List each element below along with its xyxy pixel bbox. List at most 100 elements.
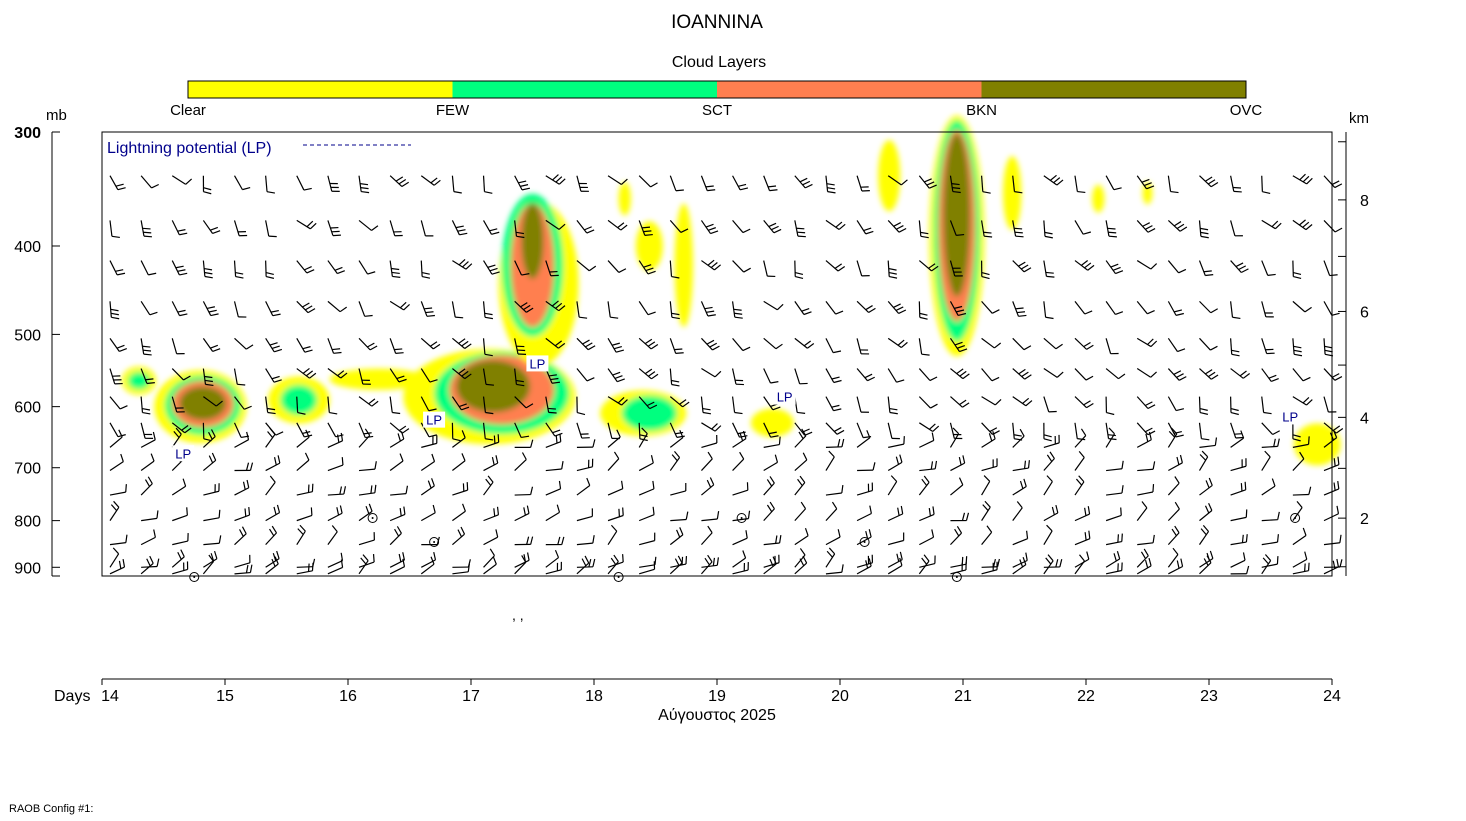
wind-barb (887, 475, 898, 496)
wind-barb (1323, 175, 1343, 189)
wind-barb (109, 484, 127, 496)
surface-circle-1 (367, 513, 378, 523)
wind-barb (794, 220, 806, 238)
wind-barb (1230, 368, 1251, 379)
x-tick-label-24: 24 (1323, 688, 1341, 705)
wind-barb (887, 422, 900, 440)
wind-barb (265, 301, 281, 317)
wind-barb (950, 525, 963, 546)
wind-barb (576, 175, 589, 192)
wind-barb (545, 174, 566, 185)
wind-barb (1261, 556, 1279, 568)
x-tick-label-21: 21 (954, 688, 972, 705)
wind-barb (389, 338, 404, 354)
wind-barb (669, 527, 684, 546)
wind-barb (981, 525, 993, 546)
wind-barb (1261, 368, 1279, 382)
wind-barb (109, 368, 123, 385)
y-axis-left-label: mb (46, 107, 67, 124)
wind-barb (732, 260, 751, 273)
wind-barb (1043, 559, 1063, 568)
wind-barb (327, 260, 345, 275)
surface-dot-5 (863, 541, 866, 543)
wind-barb (1074, 337, 1094, 350)
wind-barb (1105, 260, 1124, 275)
wind-barb (1105, 551, 1121, 568)
wind-barb (1167, 219, 1188, 232)
wind-barb (327, 457, 344, 472)
wind-barb (171, 368, 191, 381)
surface-circle-7 (1290, 513, 1301, 523)
legend-swatch-sct (452, 81, 717, 98)
cloud-layer-legend: Clear FEW SCT BKN OVC (170, 80, 1262, 119)
wind-barb (389, 260, 401, 279)
wind-barb (607, 338, 624, 353)
wind-barb (233, 220, 248, 237)
wind-barb (140, 220, 152, 238)
wind-barb (1043, 220, 1053, 239)
wind-barb (1137, 483, 1155, 496)
wind-barb (1292, 486, 1312, 496)
wind-barb (794, 368, 808, 385)
wind-barb (514, 505, 530, 522)
wind-barb (202, 175, 212, 195)
wind-barb (1012, 220, 1024, 238)
wind-barb (1074, 506, 1091, 522)
wind-barb (1043, 396, 1057, 413)
wind-barb (1136, 220, 1156, 233)
wind-barb (296, 558, 316, 568)
wind-barb (233, 368, 246, 386)
wind-barb (1230, 338, 1240, 357)
wind-barb (1012, 556, 1027, 575)
wind-barb (514, 396, 534, 409)
wind-barb (1167, 260, 1187, 274)
wind-barb (203, 396, 223, 407)
wind-barb (919, 555, 936, 568)
wind-barb (1198, 524, 1210, 545)
wind-barb (203, 483, 220, 496)
wind-barb (483, 556, 497, 575)
wind-barb (482, 175, 493, 194)
wind-barb (1136, 431, 1152, 448)
wind-barb (949, 260, 963, 277)
wind-barb (327, 396, 338, 415)
wind-barb (420, 301, 435, 317)
wind-barb (1167, 301, 1184, 316)
y-tick-label-500: 500 (14, 327, 41, 344)
wind-barb (1012, 530, 1029, 546)
km-tick-label-6: 6 (1360, 304, 1369, 321)
wind-barb (358, 337, 378, 351)
wind-barb (140, 529, 156, 546)
wind-barb (327, 175, 340, 192)
x-tick-label-20: 20 (831, 688, 849, 705)
legend-label-sct: SCT (702, 102, 732, 119)
wind-barb (794, 428, 807, 448)
wind-barb (1043, 260, 1055, 278)
wind-barb (389, 431, 405, 448)
wind-barb (451, 301, 464, 319)
wind-barb (856, 300, 876, 313)
wind-barb (763, 368, 779, 384)
wind-barb (140, 338, 152, 356)
wind-barb (856, 220, 874, 235)
wind-barb (887, 505, 904, 522)
wind-barb (1230, 481, 1247, 496)
wind-barb (296, 260, 315, 274)
stray-marks: , , (512, 607, 524, 623)
wind-barb (265, 220, 277, 238)
wind-barb (514, 536, 534, 546)
wind-barb (1261, 219, 1282, 230)
wind-barb (1199, 175, 1219, 188)
wind-barb (732, 337, 751, 352)
wind-barb (482, 422, 494, 441)
wind-barb (389, 175, 410, 188)
lp-marker-bg-1 (423, 411, 446, 428)
wind-barb (919, 432, 935, 448)
wind-barb (420, 504, 436, 522)
wind-barb (296, 562, 314, 575)
wind-barb (1230, 422, 1244, 439)
wind-barb (265, 368, 282, 383)
wind-barb (1074, 368, 1094, 381)
wind-barb (856, 396, 869, 413)
surface-dot-3 (617, 576, 620, 578)
